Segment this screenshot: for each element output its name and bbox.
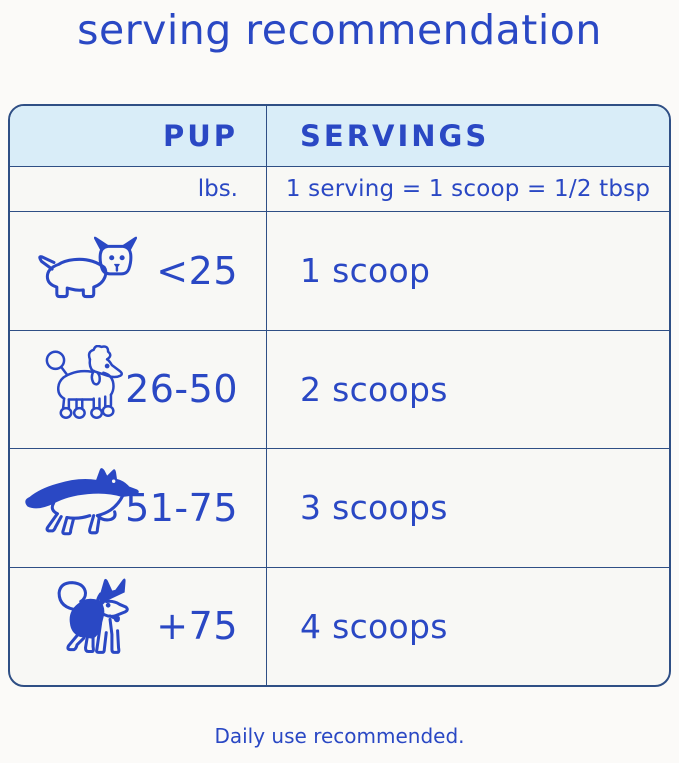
servings-value: 3 scoops	[300, 488, 448, 528]
servings-value: 2 scoops	[300, 369, 448, 409]
table-subheader-row: lbs. 1 serving = 1 scoop = 1/2 tbsp	[10, 166, 669, 211]
german-shepherd-dog-icon	[22, 466, 150, 550]
poodle-dog-icon	[38, 345, 138, 433]
column-header-servings: SERVINGS	[300, 119, 490, 153]
table-header-row: PUP SERVINGS	[10, 106, 669, 166]
page-title: serving recommendation	[77, 6, 602, 54]
column-header-pup: PUP	[10, 106, 267, 166]
servings-value: 1 scoop	[300, 251, 431, 291]
husky-dog-icon	[44, 576, 144, 676]
daily-use-note: Daily use recommended.	[214, 724, 465, 748]
weight-range: +75	[156, 604, 238, 649]
servings-value: 4 scoops	[300, 606, 448, 646]
corgi-dog-icon	[36, 235, 142, 307]
table-row: 26-50 2 scoops	[10, 329, 669, 448]
table-row: +75 4 scoops	[10, 566, 669, 685]
weight-range: <25	[156, 248, 238, 293]
serving-equivalence-note: 1 serving = 1 scoop = 1/2 tbsp	[285, 176, 651, 202]
weight-range: 51-75	[125, 485, 238, 530]
table-row: 51-75 3 scoops	[10, 448, 669, 567]
pup-unit-label: lbs.	[10, 167, 267, 211]
weight-range: 26-50	[125, 367, 238, 412]
table-row: <25 1 scoop	[10, 211, 669, 330]
serving-recommendation-table: PUP SERVINGS lbs. 1 serving = 1 scoop = …	[8, 104, 671, 687]
